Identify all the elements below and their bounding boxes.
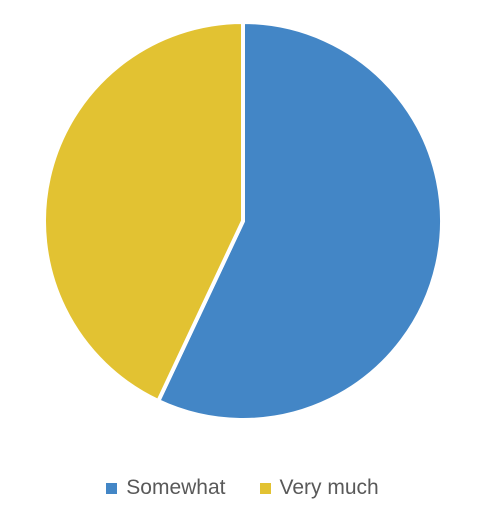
legend-item-very-much: Very much [259,476,379,500]
pie-chart-svg [42,20,444,422]
legend-label-very-much: Very much [279,476,379,499]
pie-chart [42,20,444,422]
legend-item-somewhat: Somewhat [106,476,226,500]
legend-swatch-very-much [259,482,271,494]
legend-swatch-somewhat [106,482,118,494]
pie-slice-somewhat [156,20,444,422]
legend: Somewhat Very much [0,476,485,500]
legend-label-somewhat: Somewhat [126,476,226,499]
pie-slice-very-much [42,20,245,404]
